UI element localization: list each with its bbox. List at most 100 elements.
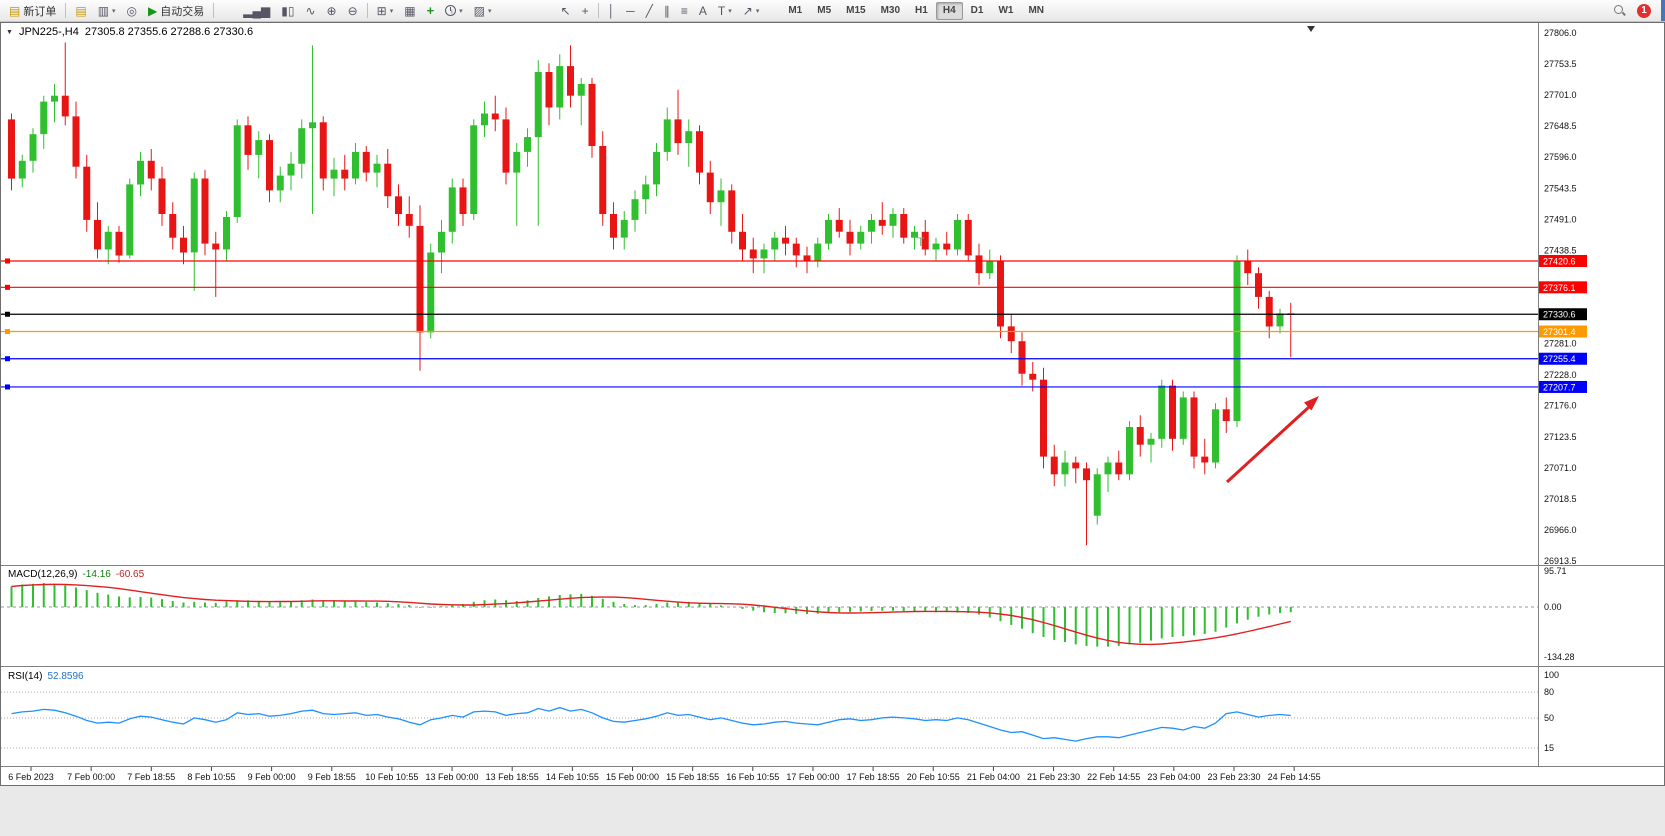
price-axis-label: 26913.5 xyxy=(1544,556,1577,566)
price-marker-label: 27420.6 xyxy=(1543,257,1576,267)
charts-button[interactable]: ▤ xyxy=(70,2,91,20)
vertical-line-tool-button[interactable]: │ xyxy=(603,2,621,20)
line-anchor-handle[interactable] xyxy=(5,258,10,264)
new-order-label: 新订单 xyxy=(23,5,57,18)
text-annotation[interactable]: T xyxy=(917,235,925,249)
candle-up xyxy=(1233,261,1241,422)
line-anchor-handle[interactable] xyxy=(5,329,10,335)
bar-chart-button[interactable]: ▂▄▆ xyxy=(238,2,275,20)
horizontal-line-tool-button[interactable]: ─ xyxy=(621,2,640,20)
arrows-tool-button[interactable]: ↗ ▾ xyxy=(738,2,765,20)
crosshair-tool-button[interactable]: + xyxy=(577,2,594,20)
candle-up xyxy=(29,134,37,161)
time-axis-label: 7 Feb 18:55 xyxy=(127,772,175,782)
candle-up xyxy=(1104,462,1112,475)
price-marker-label: 27255.4 xyxy=(1543,354,1576,364)
candle-down xyxy=(169,214,177,238)
candle-down xyxy=(835,219,843,232)
candle-down xyxy=(921,231,929,250)
line-anchor-handle[interactable] xyxy=(5,311,10,317)
one-click-trading-toggle[interactable]: ▼ xyxy=(6,28,13,36)
fibonacci-tool-button[interactable]: ≡ xyxy=(676,2,693,20)
window-edge xyxy=(1661,0,1665,21)
candle-down xyxy=(1169,385,1176,439)
candle-down xyxy=(964,219,972,256)
candle-down xyxy=(244,125,252,155)
macd-axis-label: 0.00 xyxy=(1544,602,1562,612)
chart-window[interactable]: 27806.0 27753.5 27701.0 27648.5 27596.0 27543… xyxy=(0,22,1665,786)
time-axis-label: 21 Feb 04:00 xyxy=(967,772,1020,782)
auto-trading-button[interactable]: ▶ 自动交易 xyxy=(143,2,209,20)
candle-down xyxy=(1018,341,1026,374)
candlestick-chart-button[interactable]: ▮▯ xyxy=(276,2,299,20)
rsi-axis-label: 80 xyxy=(1544,687,1554,697)
candle-up xyxy=(427,252,435,333)
chart-canvas[interactable]: 27806.0 27753.5 27701.0 27648.5 27596.0 27543… xyxy=(1,23,1664,785)
candle-down xyxy=(212,243,220,250)
time-axis-label: 22 Feb 14:55 xyxy=(1087,772,1140,782)
timeframe-w1[interactable]: W1 xyxy=(991,2,1020,20)
timeframe-m5[interactable]: M5 xyxy=(810,2,838,20)
line-chart-button[interactable]: ∿ xyxy=(300,2,320,20)
candle-up xyxy=(255,140,263,155)
price-axis-label: 27228.0 xyxy=(1544,370,1577,380)
time-axis-label: 9 Feb 18:55 xyxy=(308,772,356,782)
chevron-down-icon: ▾ xyxy=(728,7,732,15)
chart-shift-marker[interactable] xyxy=(1307,26,1315,32)
search-icon[interactable] xyxy=(1613,4,1626,17)
time-axis-label: 17 Feb 18:55 xyxy=(847,772,900,782)
new-chart-button[interactable]: ⊞ ▾ xyxy=(372,2,399,20)
new-order-button[interactable]: ▤ 新订单 xyxy=(4,2,61,20)
timeframe-m1[interactable]: M1 xyxy=(781,2,809,20)
candle-down xyxy=(362,151,370,173)
trendline-tool-button[interactable]: ╱ xyxy=(641,2,658,20)
zoom-out-button[interactable]: ⊖ xyxy=(343,2,363,20)
templates-button[interactable]: ▨ ▾ xyxy=(469,2,497,20)
trend-arrow[interactable] xyxy=(1225,405,1311,484)
charts-icon: ▤ xyxy=(75,3,87,18)
trend-arrow-head[interactable] xyxy=(1304,396,1319,411)
candle-down xyxy=(319,122,327,179)
tile-windows-button[interactable]: ▦ xyxy=(399,2,420,20)
channel-tool-button[interactable]: ∥ xyxy=(659,2,675,20)
drawing-tools-group: ↖ + │ ─ ╱ ∥ ≡ A T ▾ ↗ ▾ xyxy=(556,2,765,20)
terminal-button[interactable]: ◎ xyxy=(122,2,142,20)
text-tool-button[interactable]: A xyxy=(694,2,712,20)
toolbar-separator xyxy=(65,3,67,18)
label-tool-icon: T xyxy=(717,3,726,18)
timeframe-mn[interactable]: MN xyxy=(1021,2,1051,20)
label-tool-button[interactable]: T ▾ xyxy=(713,2,737,20)
candle-up xyxy=(1158,385,1166,439)
periods-button[interactable]: ▾ xyxy=(440,2,468,20)
candle-up xyxy=(663,119,671,152)
candle-up xyxy=(104,231,112,250)
timeframe-h1[interactable]: H1 xyxy=(908,2,935,20)
rsi-line xyxy=(11,706,1291,742)
timeframe-d1[interactable]: D1 xyxy=(964,2,991,20)
indicators-button[interactable]: + xyxy=(422,2,440,20)
time-axis-label: 9 Feb 00:00 xyxy=(248,772,296,782)
candle-down xyxy=(1115,462,1123,475)
candle-down xyxy=(201,178,209,244)
candle-up xyxy=(889,214,897,226)
candle-down xyxy=(1050,456,1058,475)
timeframe-m15[interactable]: M15 xyxy=(839,2,872,20)
candle-down xyxy=(1007,326,1015,342)
line-anchor-handle[interactable] xyxy=(5,284,10,290)
cursor-tool-button[interactable]: ↖ xyxy=(556,2,576,20)
profiles-button[interactable]: ▥ ▾ xyxy=(93,2,121,20)
candle-up xyxy=(40,101,48,135)
timeframe-h4[interactable]: H4 xyxy=(935,1,963,20)
line-anchor-handle[interactable] xyxy=(5,384,10,390)
time-axis-label: 6 Feb 2023 xyxy=(8,772,54,782)
candle-down xyxy=(782,237,789,244)
notification-badge[interactable]: 1 xyxy=(1637,3,1651,18)
candle-up xyxy=(470,125,478,214)
candle-down xyxy=(545,72,553,108)
timeframe-m30[interactable]: M30 xyxy=(874,2,907,20)
line-anchor-handle[interactable] xyxy=(5,356,10,362)
candle-down xyxy=(1201,456,1209,463)
zoom-in-button[interactable]: ⊕ xyxy=(322,2,342,20)
candle-down xyxy=(8,119,15,179)
price-marker-label: 27376.1 xyxy=(1543,283,1576,293)
